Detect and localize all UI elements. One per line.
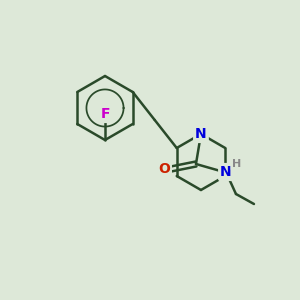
Text: O: O	[158, 162, 170, 176]
Text: N: N	[195, 127, 207, 141]
Text: H: H	[232, 159, 242, 169]
Text: N: N	[220, 165, 232, 179]
Text: F: F	[100, 107, 110, 121]
